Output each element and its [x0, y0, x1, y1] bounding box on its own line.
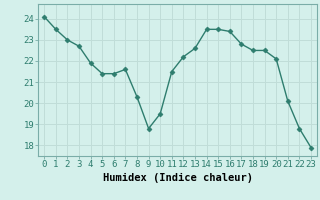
X-axis label: Humidex (Indice chaleur): Humidex (Indice chaleur): [103, 173, 252, 183]
